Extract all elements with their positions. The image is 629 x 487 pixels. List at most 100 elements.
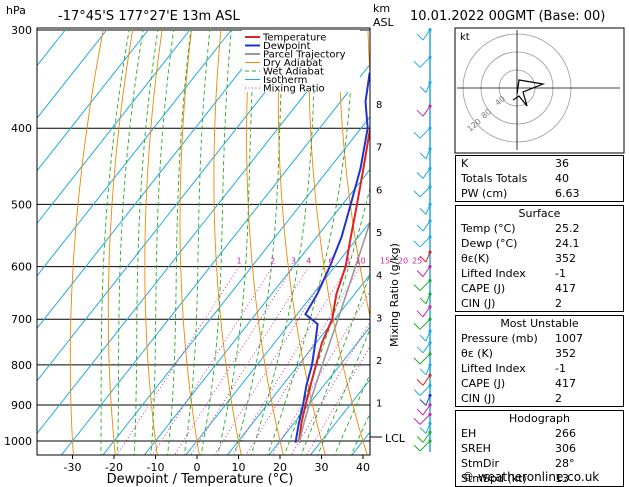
dry-adiabat-line	[69, 29, 104, 455]
x-tick-label: 0	[194, 461, 201, 474]
height-tick-label: 8	[376, 100, 382, 111]
hodograph-trace	[512, 79, 546, 107]
wind-barb-staff	[422, 266, 431, 277]
wind-barb-staff	[419, 440, 431, 452]
stat-row: θε (K) 352	[461, 347, 576, 360]
wet-adiabat-line	[267, 29, 355, 455]
mixing-ratio-label: 2	[270, 257, 275, 266]
wind-barb-flag	[419, 86, 427, 93]
wind-barb-flag	[416, 109, 424, 117]
mixing-ratio-label: 10	[355, 257, 365, 266]
stat-row: Temp (°C) 25.2	[461, 222, 580, 235]
wind-barb-staff	[422, 404, 431, 416]
wind-barb-staff	[425, 204, 431, 215]
wind-barb-flag	[419, 399, 427, 406]
x-tick-label: 30	[315, 461, 329, 474]
pressure-tick-label: 900	[11, 399, 32, 412]
hodograph-unit-label: kt	[460, 32, 470, 43]
legend-entry: Dewpoint	[263, 41, 311, 52]
wind-barb-staff	[422, 168, 431, 179]
mixing-ratio-line	[271, 290, 370, 455]
mixing-ratio-label: 8	[345, 257, 350, 266]
stat-row: StmSpd (kt) 13	[461, 472, 569, 485]
stat-row: SREH 306	[461, 442, 576, 455]
legend-entry: Temperature	[262, 33, 326, 44]
wind-barb-flag	[419, 152, 427, 160]
x-tick-label: 10	[232, 461, 246, 474]
wind-barb-staff	[419, 353, 431, 365]
wind-barb-flag	[416, 172, 424, 179]
legend-entry: Isotherm	[263, 75, 307, 86]
hodograph-frame	[454, 27, 625, 154]
wind-barb-flag	[419, 208, 427, 215]
wet-adiabat-line	[167, 29, 192, 455]
dry-adiabat-line	[107, 29, 134, 455]
pressure-unit-label: hPa	[6, 4, 26, 17]
mixing-ratio-label: 20	[398, 257, 408, 266]
pressure-tick-label: 1000	[4, 435, 32, 448]
mixing-ratio-line	[116, 266, 240, 455]
mixing-ratio-label: 15	[380, 257, 390, 266]
legend-background	[242, 30, 360, 92]
wind-barb-flag	[416, 408, 424, 416]
wind-barb-staff	[419, 186, 431, 198]
wind-barb-flag	[416, 436, 424, 443]
wind-barb-staff	[419, 236, 431, 248]
isotherm-line	[37, 29, 315, 382]
wind-barb-staff	[422, 29, 431, 41]
wet-adiabat-line	[217, 29, 257, 455]
wind-barb-staff	[425, 148, 431, 160]
stat-row: Dewp (°C) 24.1	[461, 237, 580, 250]
dry-adiabat-line	[144, 29, 163, 455]
plot-background	[37, 29, 370, 455]
wet-adiabat-line	[233, 29, 285, 455]
stat-row-pw: PW (cm) 6.63	[461, 187, 580, 200]
hodograph-stats-title: Hodograph	[509, 412, 570, 425]
temperature-profile	[298, 120, 370, 444]
isotherm-line	[37, 29, 274, 330]
wind-barb-flag	[416, 346, 424, 354]
wind-barb-flag	[413, 284, 421, 291]
isotherm-line	[309, 378, 370, 455]
wind-barb-flag	[413, 190, 421, 198]
isotherm-line	[143, 168, 370, 455]
wet-adiabat-line	[100, 29, 130, 455]
stat-row-k: K 36	[461, 157, 569, 170]
wind-barb-staff	[422, 432, 431, 443]
height-unit-bottom: ASL	[373, 16, 395, 29]
mixing-ratio-line	[190, 266, 310, 455]
wind-barb-flag	[419, 255, 427, 263]
stat-row: Lifted Index -1	[461, 267, 566, 280]
stat-row: CAPE (J) 417	[461, 377, 576, 390]
mixing-ratio-axis-label: Mixing Ratio (g/kg)	[388, 243, 401, 347]
mixing-ratio-label: 3	[291, 257, 296, 266]
legend-entry: Wet Adiabat	[263, 67, 324, 78]
dry-adiabat-line	[338, 29, 370, 319]
location-title: -17°45'S 177°27'E 13m ASL	[58, 9, 240, 24]
x-tick-label: 20	[273, 461, 287, 474]
x-axis-label: Dewpoint / Temperature (°C)	[107, 472, 294, 486]
dry-adiabat-line	[179, 29, 200, 455]
wind-barb-staff	[425, 82, 431, 93]
x-tick-label: -20	[105, 461, 123, 474]
wind-barb-flag	[419, 297, 427, 305]
wind-barb-flag	[413, 357, 421, 365]
lcl-label: LCL	[385, 432, 406, 445]
mixing-ratio-line	[151, 266, 274, 455]
wind-barb-flag	[416, 378, 424, 386]
copyright-footer: © weatheronline.co.uk	[462, 470, 600, 484]
wet-adiabat-line	[200, 29, 232, 455]
stat-row: CIN (J) 2	[461, 297, 562, 310]
wind-barb-flag	[419, 427, 427, 434]
height-tick-label: 5	[376, 228, 382, 239]
wind-barb-staff	[419, 385, 431, 396]
wet-adiabat-line	[133, 29, 159, 455]
stat-row: Pressure (mb) 1007	[461, 332, 583, 345]
plot-profiles	[294, 72, 370, 444]
most-unstable-box: Most Unstable Pressure (mb) 1007 θε (K) 35…	[455, 315, 624, 407]
wind-barb-flag	[416, 310, 424, 318]
stat-row: θε(K) 352	[461, 252, 576, 265]
indices-box: K 36 Totals Totals 40 PW (cm) 6.63	[455, 155, 624, 202]
